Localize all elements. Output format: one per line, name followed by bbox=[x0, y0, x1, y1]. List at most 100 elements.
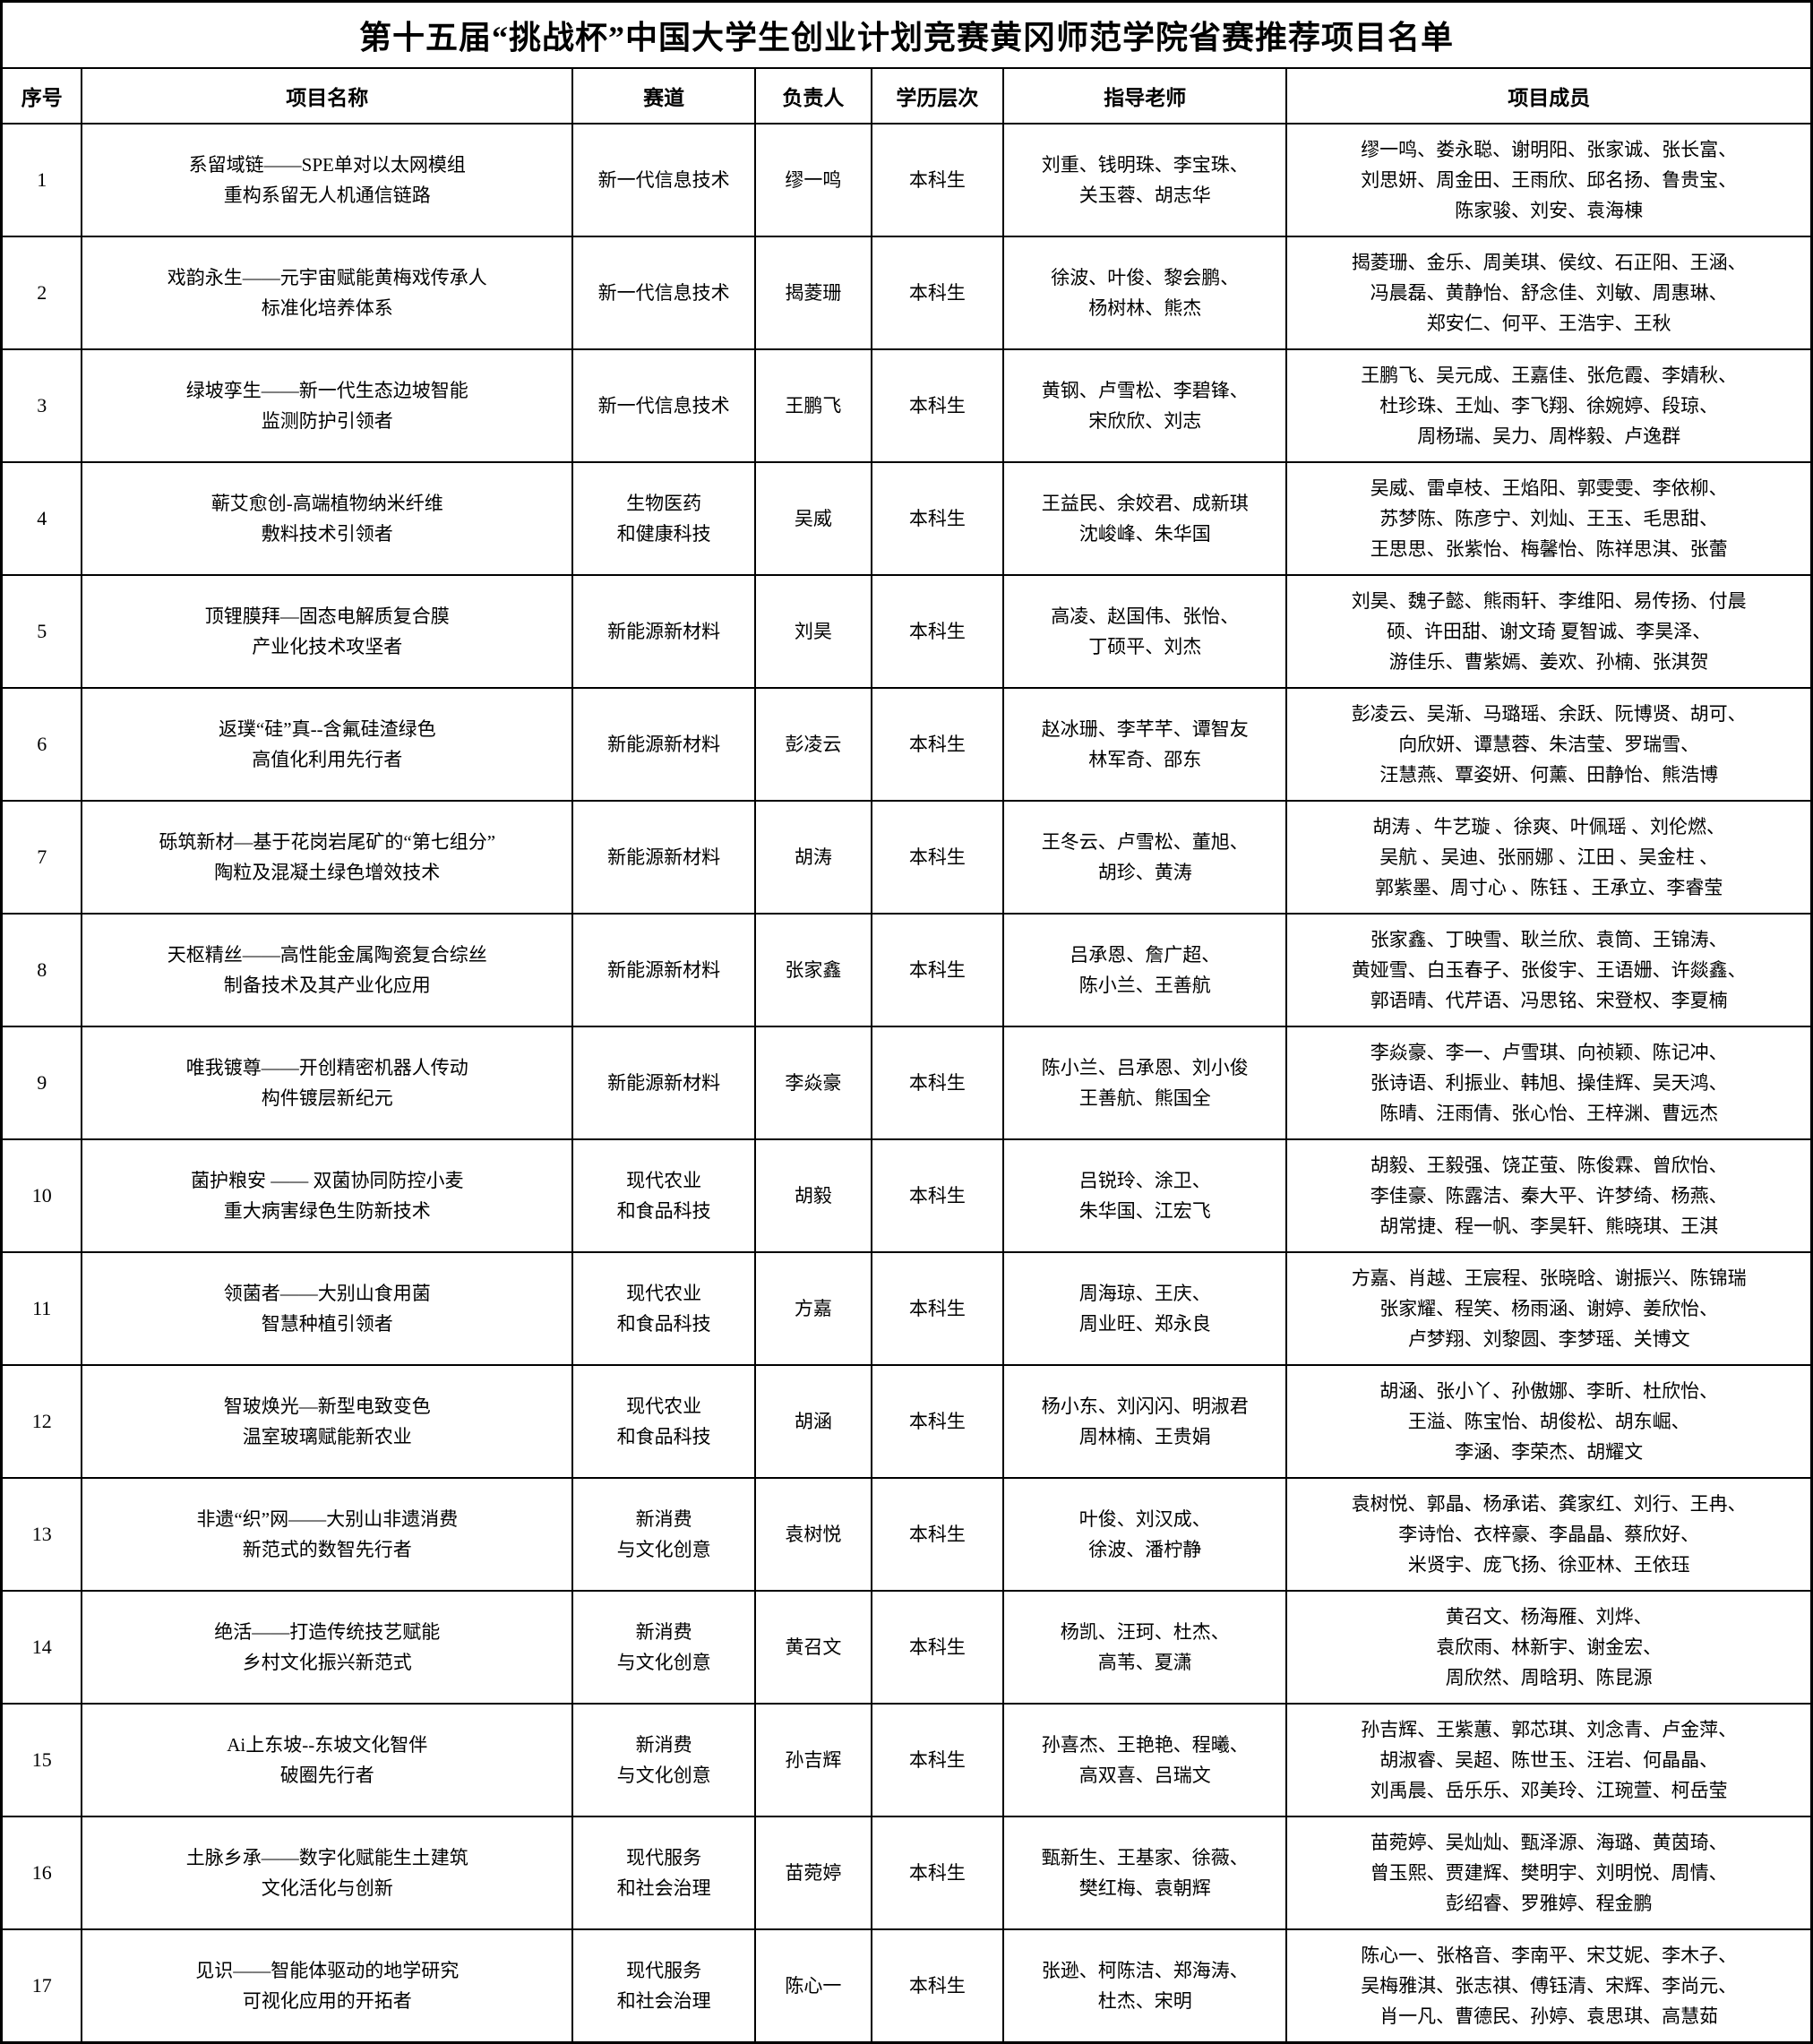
advisors-list: 甄新生、王基家、徐薇、 樊红梅、袁朝辉 bbox=[1002, 1816, 1288, 1931]
project-name: Ai上东坡--东坡文化智伴 破圈先行者 bbox=[81, 1703, 574, 1818]
track: 现代服务 和社会治理 bbox=[571, 1816, 757, 1931]
education-level: 本科生 bbox=[870, 686, 1005, 802]
advisors-list: 黄钢、卢雪松、李碧锋、 宋欣欣、刘志 bbox=[1002, 348, 1288, 463]
members-list: 刘昊、魏子懿、熊雨轩、李维阳、易传扬、付晨 硕、许田甜、谢文琦 夏智诚、李昊泽、… bbox=[1285, 573, 1813, 689]
table-row: 5 顶锂膜拜—固态电解质复合膜 产业化技术攻坚者 新能源新材料 刘昊 本科生 高凌、赵国伟… bbox=[0, 573, 1813, 689]
table-row: 4 蕲艾愈创-高端植物纳米纤维 敷料技术引领者 生物医药 和健康科技 吴威 本科生 王益民… bbox=[0, 460, 1813, 576]
project-name: 见识——智能体驱动的地学研究 可视化应用的开拓者 bbox=[81, 1928, 574, 2044]
advisors-list: 陈小兰、吕承恩、刘小俊 王善航、熊国全 bbox=[1002, 1025, 1288, 1140]
education-level: 本科生 bbox=[870, 1477, 1005, 1593]
leader-name: 陈心一 bbox=[754, 1928, 872, 2044]
members-list: 李焱豪、李一、卢雪琪、向祯颖、陈记冲、 张诗语、利振业、韩旭、操佳辉、吴天鸿、 … bbox=[1285, 1025, 1813, 1140]
members-list: 吴威、雷卓枝、王焰阳、郭雯雯、李依柳、 苏梦陈、陈彦宁、刘灿、王玉、毛思甜、 王… bbox=[1285, 460, 1813, 576]
members-list: 苗菀婷、吴灿灿、甄泽源、海璐、黄茵琦、 曾玉熙、贾建辉、樊明宇、刘明悦、周情、 … bbox=[1285, 1816, 1813, 1931]
members-list: 揭菱珊、金乐、周美琪、侯纹、石正阳、王涵、 冯晨磊、黄静怡、舒念佳、刘敏、周惠琳… bbox=[1285, 235, 1813, 350]
advisors-list: 吕锐玲、涂卫、 朱华国、江宏飞 bbox=[1002, 1138, 1288, 1253]
members-list: 胡毅、王毅强、饶芷萤、陈俊霖、曾欣怡、 李佳豪、陈露洁、秦大平、许梦绮、杨燕、 … bbox=[1285, 1138, 1813, 1253]
members-list: 王鹏飞、吴元成、王嘉佳、张危霞、李婧秋、 杜珍珠、王灿、李飞翔、徐婉婷、段琼、 … bbox=[1285, 348, 1813, 463]
track: 新能源新材料 bbox=[571, 573, 757, 689]
table-row: 9 唯我镀尊——开创精密机器人传动 构件镀层新纪元 新能源新材料 李焱豪 本科生 陈小兰、… bbox=[0, 1025, 1813, 1140]
education-level: 本科生 bbox=[870, 122, 1005, 237]
project-name: 系留域链——SPE单对以太网模组 重构系留无人机通信链路 bbox=[81, 122, 574, 237]
table-row: 6 返璞“硅”真--含氟硅渣绿色 高值化利用先行者 新能源新材料 彭凌云 本科生 赵冰珊、… bbox=[0, 686, 1813, 802]
project-name: 土脉乡承——数字化赋能生土建筑 文化活化与创新 bbox=[81, 1816, 574, 1931]
table-body: 1 系留域链——SPE单对以太网模组 重构系留无人机通信链路 新一代信息技术 缪一鸣本… bbox=[0, 122, 1813, 2044]
leader-name: 黄召文 bbox=[754, 1590, 872, 1705]
leader-name: 方嘉 bbox=[754, 1250, 872, 1367]
row-index: 1 bbox=[0, 122, 83, 237]
table-row: 10 菌护粮安 —— 双菌协同防控小麦 重大病害绿色生防新技术 现代农业 和食品科技… bbox=[0, 1138, 1813, 1253]
advisors-list: 周海琼、王庆、 周业旺、郑永良 bbox=[1002, 1250, 1288, 1367]
advisors-list: 王益民、余姣君、成新琪 沈峻峰、朱华国 bbox=[1002, 460, 1288, 576]
leader-name: 吴威 bbox=[754, 460, 872, 576]
advisors-list: 叶俊、刘汉成、 徐波、潘柠静 bbox=[1002, 1477, 1288, 1593]
education-level: 本科生 bbox=[870, 460, 1005, 576]
education-level: 本科生 bbox=[870, 799, 1005, 915]
education-level: 本科生 bbox=[870, 1928, 1005, 2044]
members-list: 张家鑫、丁映雪、耿兰欣、袁筒、王锦涛、 黄娅雪、白玉春子、张俊宇、王语姗、许燚鑫… bbox=[1285, 912, 1813, 1027]
project-name: 绿坡孪生——新一代生态边坡智能 监测防护引领者 bbox=[81, 348, 574, 463]
column-header-track: 赛道 bbox=[571, 66, 757, 125]
education-level: 本科生 bbox=[870, 1250, 1005, 1367]
leader-name: 胡涵 bbox=[754, 1364, 872, 1480]
members-list: 孙吉辉、王紫蕙、郭芯琪、刘念青、卢金萍、 胡淑睿、吴超、陈世玉、汪岩、何晶晶、 … bbox=[1285, 1703, 1813, 1818]
column-header-level: 学历层次 bbox=[870, 66, 1005, 125]
education-level: 本科生 bbox=[870, 1703, 1005, 1818]
project-name: 砾筑新材—基于花岗岩尾矿的“第七组分” 陶粒及混凝土绿色增效技术 bbox=[81, 799, 574, 915]
row-index: 11 bbox=[0, 1250, 83, 1367]
advisors-list: 吕承恩、詹广超、 陈小兰、王善航 bbox=[1002, 912, 1288, 1027]
column-header-members: 项目成员 bbox=[1285, 66, 1813, 125]
track: 现代农业 和食品科技 bbox=[571, 1250, 757, 1367]
track: 新能源新材料 bbox=[571, 912, 757, 1027]
track: 生物医药 和健康科技 bbox=[571, 460, 757, 576]
leader-name: 张家鑫 bbox=[754, 912, 872, 1027]
row-index: 14 bbox=[0, 1590, 83, 1705]
project-name: 智玻焕光—新型电致变色 温室玻璃赋能新农业 bbox=[81, 1364, 574, 1480]
advisors-list: 赵冰珊、李芊芊、谭智友 林军奇、邵东 bbox=[1002, 686, 1288, 802]
members-list: 胡涵、张小丫、孙傲娜、李昕、杜欣怡、 王溢、陈宝怡、胡俊松、胡东崛、 李涵、李荣… bbox=[1285, 1364, 1813, 1480]
education-level: 本科生 bbox=[870, 235, 1005, 350]
table-row: 3 绿坡孪生——新一代生态边坡智能 监测防护引领者 新一代信息技术 王鹏飞 本科生 黄钢、… bbox=[0, 348, 1813, 463]
education-level: 本科生 bbox=[870, 1025, 1005, 1140]
project-name: 蕲艾愈创-高端植物纳米纤维 敷料技术引领者 bbox=[81, 460, 574, 576]
advisors-list: 刘重、钱明珠、李宝珠、 关玉蓉、胡志华 bbox=[1002, 122, 1288, 237]
column-header-index: 序号 bbox=[0, 66, 83, 125]
advisors-list: 徐波、叶俊、黎会鹏、 杨树林、熊杰 bbox=[1002, 235, 1288, 350]
leader-name: 揭菱珊 bbox=[754, 235, 872, 350]
table-row: 1 系留域链——SPE单对以太网模组 重构系留无人机通信链路 新一代信息技术 缪一鸣本… bbox=[0, 122, 1813, 237]
track: 新消费 与文化创意 bbox=[571, 1477, 757, 1593]
table-row: 13 非遗“织”网——大别山非遗消费 新范式的数智先行者 新消费 与文化创意 袁树悦本… bbox=[0, 1477, 1813, 1593]
table-row: 11 领菌者——大别山食用菌 智慧种植引领者 现代农业 和食品科技 方嘉 本科生 周海琼、… bbox=[0, 1250, 1813, 1367]
table-row: 8 天枢精丝——高性能金属陶瓷复合综丝 制备技术及其产业化应用 新能源新材料 张家鑫本… bbox=[0, 912, 1813, 1027]
advisors-list: 孙喜杰、王艳艳、程曦、 高双喜、吕瑞文 bbox=[1002, 1703, 1288, 1818]
column-header-advisors: 指导老师 bbox=[1002, 66, 1288, 125]
leader-name: 王鹏飞 bbox=[754, 348, 872, 463]
table-row: 15 Ai上东坡--东坡文化智伴 破圈先行者 新消费 与文化创意 孙吉辉 本科生 孙喜杰、… bbox=[0, 1703, 1813, 1818]
project-name: 绝活——打造传统技艺赋能 乡村文化振兴新范式 bbox=[81, 1590, 574, 1705]
track: 新消费 与文化创意 bbox=[571, 1590, 757, 1705]
project-name: 顶锂膜拜—固态电解质复合膜 产业化技术攻坚者 bbox=[81, 573, 574, 689]
track: 新能源新材料 bbox=[571, 1025, 757, 1140]
members-list: 陈心一、张格音、李南平、宋艾妮、李木子、 吴梅雅淇、张志祺、傅钰清、宋辉、李尚元… bbox=[1285, 1928, 1813, 2044]
leader-name: 李焱豪 bbox=[754, 1025, 872, 1140]
column-header-project: 项目名称 bbox=[81, 66, 574, 125]
education-level: 本科生 bbox=[870, 912, 1005, 1027]
advisors-list: 张逊、柯陈洁、郑海涛、 杜杰、宋明 bbox=[1002, 1928, 1288, 2044]
leader-name: 胡涛 bbox=[754, 799, 872, 915]
row-index: 15 bbox=[0, 1703, 83, 1818]
track: 现代农业 和食品科技 bbox=[571, 1138, 757, 1253]
education-level: 本科生 bbox=[870, 1816, 1005, 1931]
members-list: 胡涛 、牛艺璇 、徐爽、叶佩瑶 、刘伦燃、 吴航 、吴迪、张丽娜 、江田 、吴金… bbox=[1285, 799, 1813, 915]
project-name: 戏韵永生——元宇宙赋能黄梅戏传承人 标准化培养体系 bbox=[81, 235, 574, 350]
table-row: 14 绝活——打造传统技艺赋能 乡村文化振兴新范式 新消费 与文化创意 黄召文 本科生杨… bbox=[0, 1590, 1813, 1705]
row-index: 13 bbox=[0, 1477, 83, 1593]
row-index: 10 bbox=[0, 1138, 83, 1253]
table-row: 16 土脉乡承——数字化赋能生土建筑 文化活化与创新 现代服务 和社会治理 苗菀婷 本科… bbox=[0, 1816, 1813, 1931]
row-index: 17 bbox=[0, 1928, 83, 2044]
education-level: 本科生 bbox=[870, 1364, 1005, 1480]
advisors-list: 高凌、赵国伟、张怡、 丁硕平、刘杰 bbox=[1002, 573, 1288, 689]
leader-name: 缪一鸣 bbox=[754, 122, 872, 237]
row-index: 12 bbox=[0, 1364, 83, 1480]
